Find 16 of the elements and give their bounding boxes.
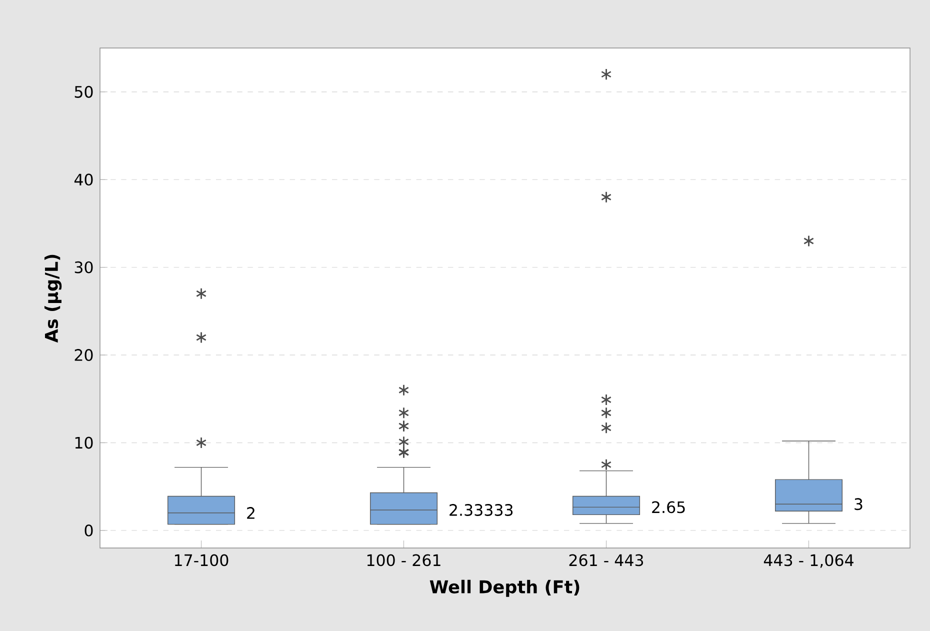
x-tick-label: 100 - 261	[367, 554, 440, 566]
x-tick-label: 261 - 443	[569, 554, 644, 566]
y-tick-label: 20	[74, 349, 93, 361]
annotation: 3	[854, 498, 862, 510]
annotation: 2.33333	[450, 504, 513, 516]
x-tick-label: 17-100	[174, 554, 228, 566]
y-tick-label: 0	[84, 524, 93, 536]
y-tick-label: 50	[74, 86, 93, 98]
y-axis-title: As (µg/L)	[44, 254, 62, 343]
annotation: 2.65	[652, 501, 685, 514]
y-tick-label: 10	[75, 436, 93, 449]
x-tick-label: 443 - 1,064	[764, 554, 854, 568]
y-tick-label: 40	[74, 174, 93, 186]
annotation: 2	[247, 507, 254, 519]
y-tick-label: 30	[74, 261, 93, 274]
x-axis-title: Well Depth (Ft)	[430, 580, 580, 597]
